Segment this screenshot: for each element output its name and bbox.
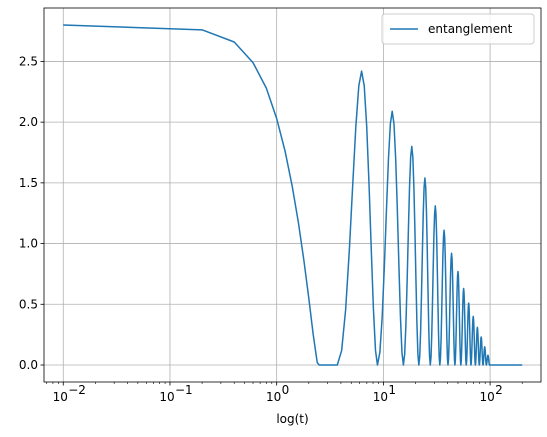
x-tick-label-exponent: 0 [282, 383, 290, 397]
x-tick-label: 10 [479, 390, 494, 404]
legend-label-entanglement: entanglement [428, 22, 513, 36]
x-tick-label-exponent: 2 [495, 383, 503, 397]
legend: entanglement [381, 13, 535, 45]
x-tick-label-exponent: −2 [68, 383, 86, 397]
x-tick-label: 10 [373, 390, 388, 404]
series-layer [63, 24, 523, 366]
legend-box [381, 13, 535, 45]
grid-lines [44, 8, 541, 382]
x-tick-label-exponent: −1 [175, 383, 193, 397]
ticks-layer: 10 −2 10 −1 10 0 10 1 10 20.00.51.01.52.02.5 [19, 54, 523, 404]
y-tick-label: 0.0 [19, 358, 38, 372]
y-tick-label: 1.5 [19, 176, 38, 190]
x-tick-label: 10 [53, 390, 68, 404]
x-tick-label: 10 [266, 390, 281, 404]
y-tick-label: 1.0 [19, 237, 38, 251]
x-axis-label: log(t) [276, 412, 308, 426]
y-tick-label: 0.5 [19, 297, 38, 311]
series-line-entanglement [63, 24, 523, 366]
x-tick-label: 10 [159, 390, 174, 404]
plot-frame [43, 7, 542, 383]
y-tick-label: 2.0 [19, 115, 38, 129]
x-tick-label-exponent: 1 [388, 383, 396, 397]
y-tick-label: 2.5 [19, 54, 38, 68]
